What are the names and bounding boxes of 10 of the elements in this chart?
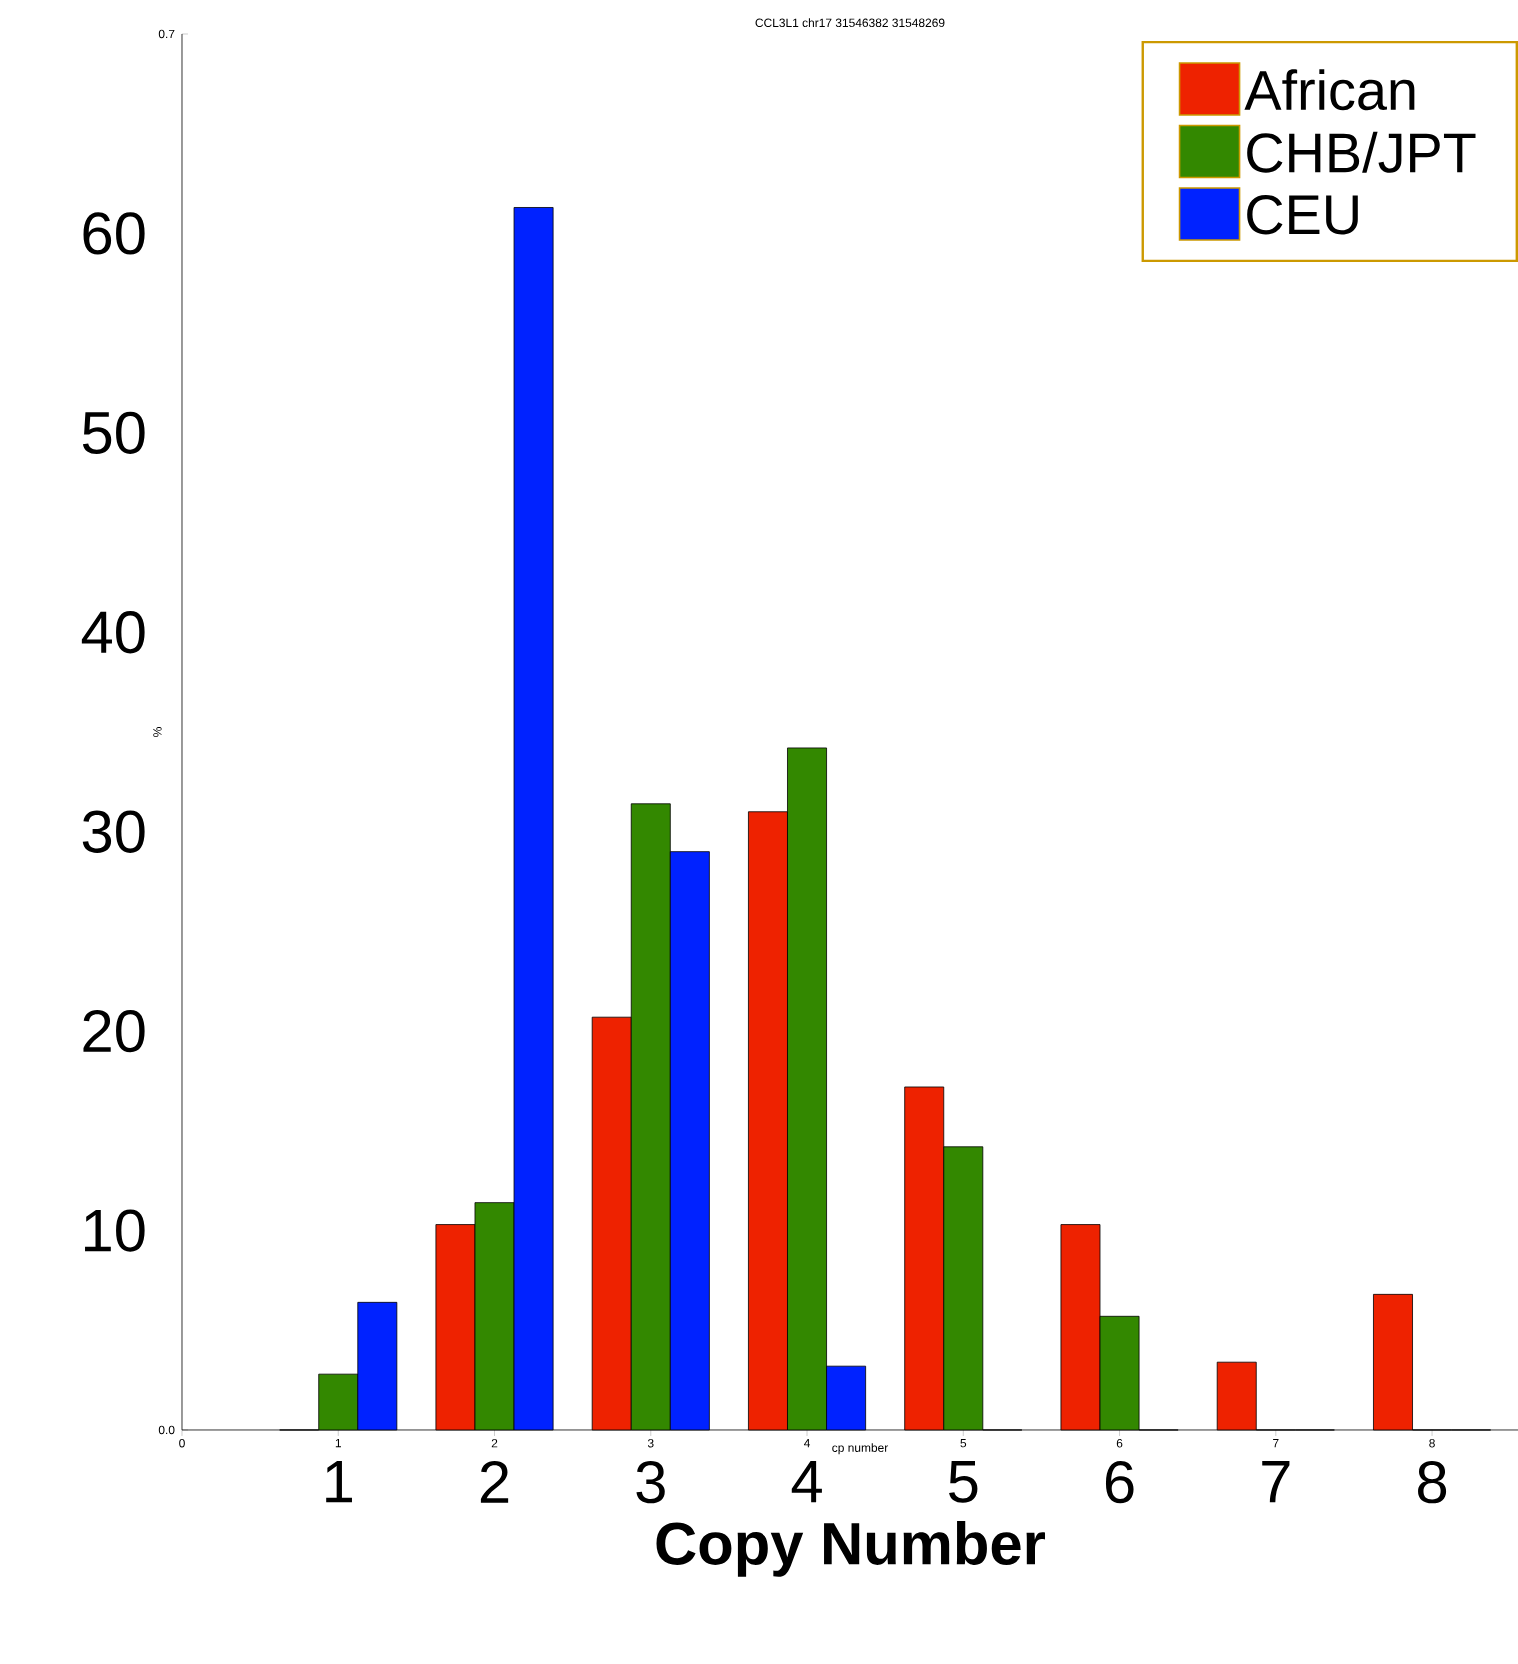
legend-label: CHB/JPT — [1247, 131, 1476, 173]
legend-label: African — [1244, 69, 1415, 111]
y2-tick-label: 10 — [85, 1209, 145, 1252]
y2-tick-label: 30 — [82, 810, 145, 853]
y2-tick-label: 50 — [82, 411, 145, 455]
y2-tick-label: 20 — [83, 1009, 145, 1053]
legend-label: CEU — [1247, 195, 1358, 235]
x2-axis-title: Copy Number — [656, 1521, 1045, 1577]
y2-tick-label: 40 — [81, 611, 145, 654]
y2-tick-label: 60 — [83, 212, 145, 255]
